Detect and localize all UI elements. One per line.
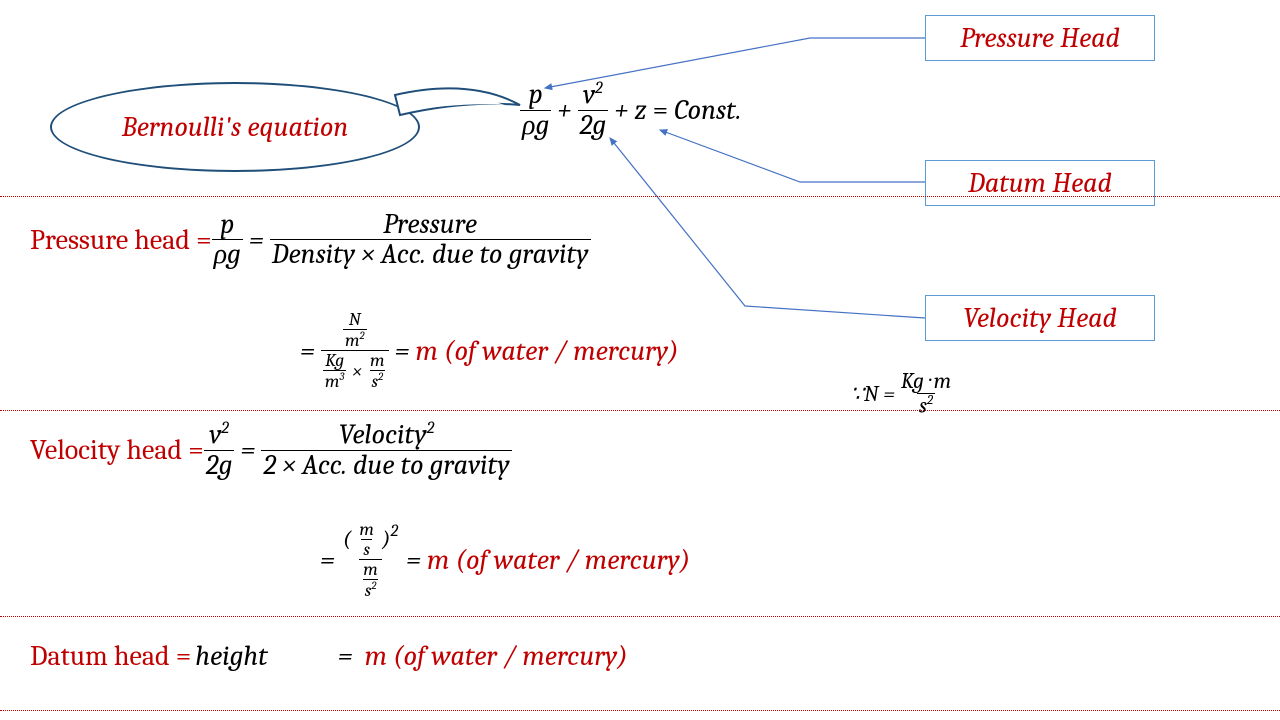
datum-head-box: Datum Head — [925, 160, 1155, 206]
pressure-head-units-row: = N m2 Kg m3 × m s2 = m (of wate — [300, 310, 679, 392]
divider-2 — [0, 410, 1280, 411]
term-velocity: v2 2g — [578, 80, 609, 140]
pressure-head-row: Pressure head = p ρg = Pressure Density … — [30, 210, 591, 270]
velocity-head-box: Velocity Head — [925, 295, 1155, 341]
divider-1 — [0, 196, 1280, 197]
datum-head-row: Datum head = height = m (of water / merc… — [30, 640, 628, 672]
term-datum: z — [634, 94, 646, 126]
newton-definition-note: ∵N = Kg · m s2 — [850, 370, 953, 418]
term-pressure: p ρg — [520, 80, 551, 140]
velocity-head-units-row: = ( m s )2 m s2 = m (of water / mercury) — [320, 520, 690, 601]
divider-4 — [0, 710, 1280, 711]
velocity-head-row: Velocity head = v2 2g = Velocity2 2 × Ac… — [30, 420, 512, 480]
divider-3 — [0, 616, 1280, 617]
bernoulli-equation: p ρg + v2 2g + z = Const. — [520, 80, 741, 140]
bernoulli-callout: Bernoulli's equation — [50, 82, 420, 172]
pressure-head-box: Pressure Head — [925, 15, 1155, 61]
bernoulli-callout-label: Bernoulli's equation — [122, 111, 349, 143]
